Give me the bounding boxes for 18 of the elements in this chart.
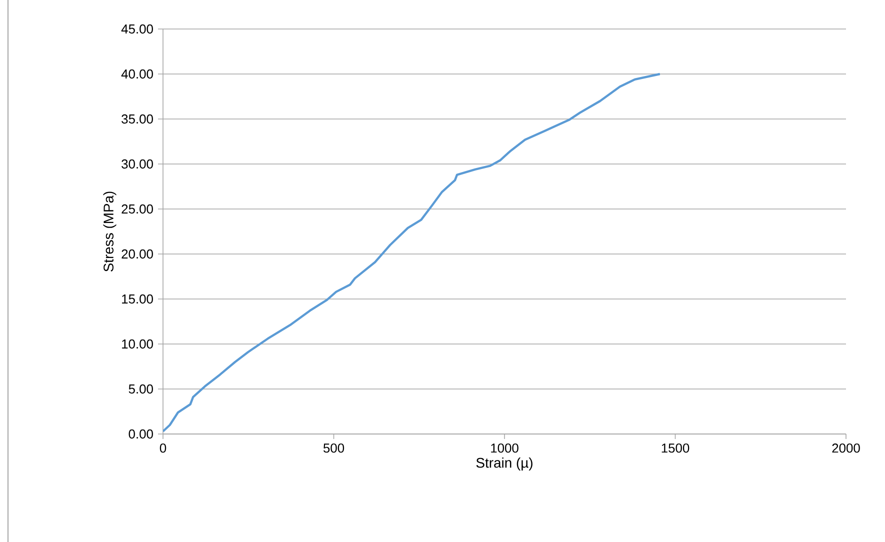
x-tick-label: 1000 xyxy=(491,444,518,453)
y-tick-label: 5.00 xyxy=(128,384,153,394)
x-tick-label: 500 xyxy=(323,444,344,453)
y-axis-title: Stress (MPa) xyxy=(103,192,116,272)
x-tick-label: 0 xyxy=(160,444,166,453)
y-tick-label: 35.00 xyxy=(122,114,153,124)
y-tick-label: 0.00 xyxy=(128,429,153,439)
line-series xyxy=(163,72,661,432)
y-tick-label: 45.00 xyxy=(121,24,153,34)
x-tick-label: 2000 xyxy=(832,444,860,453)
y-tick-label: 15.00 xyxy=(122,294,153,304)
y-tick-label: 20.00 xyxy=(122,249,153,259)
y-tick-label: 40.00 xyxy=(121,69,153,79)
x-axis-title: Strain (µ) xyxy=(476,458,532,471)
y-tick-label: 30.00 xyxy=(122,159,153,169)
y-tick-label: 10.00 xyxy=(122,339,153,349)
y-tick-label: 25.00 xyxy=(122,204,153,214)
x-tick-label: 1500 xyxy=(662,444,690,453)
